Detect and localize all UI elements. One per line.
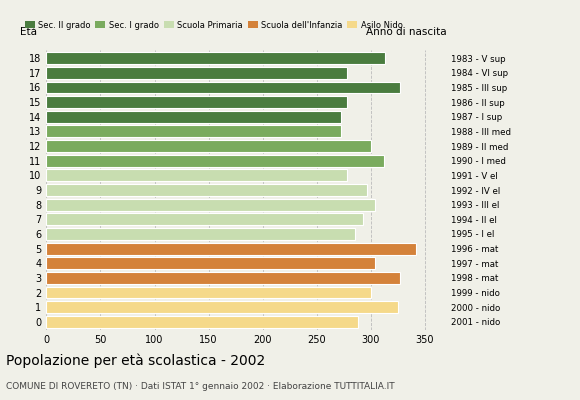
Bar: [46, 67, 347, 78]
Bar: [46, 96, 347, 108]
Bar: [46, 258, 375, 269]
Bar: [46, 82, 400, 93]
Bar: [46, 302, 398, 313]
Bar: [46, 316, 358, 328]
Text: Anno di nascita: Anno di nascita: [366, 28, 447, 38]
Bar: [46, 287, 371, 298]
Bar: [46, 184, 367, 196]
Bar: [46, 52, 385, 64]
Bar: [46, 199, 375, 210]
Bar: [46, 272, 400, 284]
Bar: [46, 243, 416, 254]
Bar: [46, 214, 363, 225]
Bar: [46, 155, 384, 166]
Text: COMUNE DI ROVERETO (TN) · Dati ISTAT 1° gennaio 2002 · Elaborazione TUTTITALIA.I: COMUNE DI ROVERETO (TN) · Dati ISTAT 1° …: [6, 382, 394, 391]
Legend: Sec. II grado, Sec. I grado, Scuola Primaria, Scuola dell'Infanzia, Asilo Nido: Sec. II grado, Sec. I grado, Scuola Prim…: [24, 20, 403, 30]
Bar: [46, 228, 354, 240]
Text: Popolazione per età scolastica - 2002: Popolazione per età scolastica - 2002: [6, 354, 265, 368]
Bar: [46, 126, 340, 137]
Text: Età: Età: [20, 28, 37, 38]
Bar: [46, 111, 340, 122]
Bar: [46, 170, 347, 181]
Bar: [46, 140, 371, 152]
